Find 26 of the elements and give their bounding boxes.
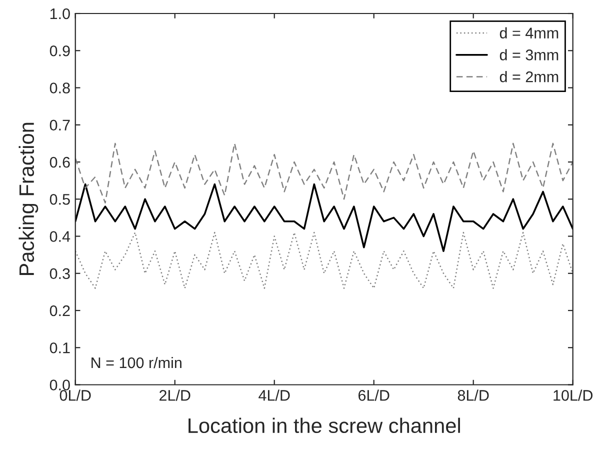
- y-tick-label: 0.9: [50, 45, 70, 56]
- y-tick-label: 0.6: [50, 156, 70, 168]
- y-tick-label: 0.2: [50, 305, 70, 316]
- x-tick-label: 10L/D: [554, 390, 593, 401]
- legend-label: d = 2mm: [500, 71, 558, 82]
- legend-label: d = 4mm: [500, 27, 558, 38]
- y-tick-label: 1.0: [50, 8, 70, 20]
- y-tick-label: 0.5: [50, 194, 70, 205]
- line-series: [75, 232, 573, 289]
- y-tick-label: 0.4: [50, 231, 70, 242]
- x-tick-label: 0L/D: [60, 390, 91, 401]
- x-axis-title: Location in the screw channel: [188, 418, 460, 434]
- y-axis-title: Packing Fraction: [18, 122, 38, 275]
- y-tick-label: 0.1: [50, 342, 70, 354]
- y-tick-label: 0.8: [50, 82, 70, 94]
- legend-label: d = 3mm: [500, 49, 558, 60]
- y-tick-label: 0.0: [50, 380, 70, 390]
- y-tick-label: 0.7: [50, 120, 70, 131]
- x-tick-label: 6L/D: [358, 390, 390, 401]
- line-series: [75, 142, 573, 204]
- x-tick-label: 2L/D: [160, 390, 190, 401]
- x-tick-label: 8L/D: [458, 390, 489, 401]
- line-series: [75, 183, 573, 252]
- y-tick-label: 0.3: [50, 268, 70, 280]
- annotation: N = 100 r/min: [92, 356, 182, 368]
- x-tick-label: 4L/D: [258, 390, 290, 401]
